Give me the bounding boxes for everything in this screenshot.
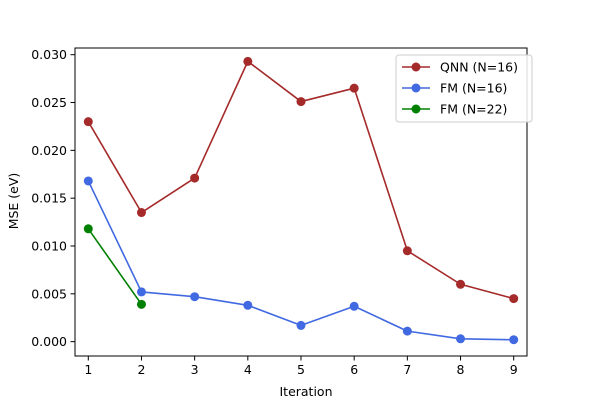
data-point-1-8 [509, 335, 519, 345]
data-point-0-5 [349, 83, 359, 93]
data-point-1-2 [190, 292, 200, 302]
legend-entry-2: FM (N=22) [402, 102, 507, 117]
data-point-0-2 [190, 173, 200, 183]
data-point-1-0 [83, 176, 93, 186]
y-tick-label-1: 0.005 [31, 286, 67, 301]
data-point-2-1 [136, 299, 146, 309]
legend-frame [395, 54, 533, 123]
data-point-0-0 [83, 117, 93, 127]
legend-swatch-marker-2 [411, 104, 421, 114]
legend-swatch-marker-0 [411, 62, 421, 72]
x-tick-label-1: 2 [137, 362, 145, 377]
data-point-1-1 [136, 287, 146, 297]
x-tick-label-5: 6 [350, 362, 358, 377]
data-point-0-7 [456, 279, 466, 289]
x-tick-label-8: 9 [510, 362, 518, 377]
data-point-0-8 [509, 294, 519, 304]
x-tick-label-2: 3 [191, 362, 199, 377]
legend: QNN (N=16) FM (N=16) FM (N=22) [395, 54, 533, 123]
data-point-1-4 [296, 320, 306, 330]
x-tick-label-0: 1 [84, 362, 92, 377]
y-tick-label-0: 0.000 [31, 334, 67, 349]
series-line-2 [87, 228, 143, 305]
x-tick-label-6: 7 [403, 362, 411, 377]
y-tick-label-5: 0.025 [31, 95, 67, 110]
legend-entry-0: QNN (N=16) [402, 60, 518, 75]
series-0 [83, 56, 519, 304]
axes: 1 2 3 4 5 6 7 8 9 0.000 0.005 0.010 0.015 0.020 0.025 0… [31, 47, 528, 377]
y-tick-label-2: 0.010 [31, 239, 67, 254]
x-axis-label: Iteration [279, 384, 332, 399]
data-point-0-4 [296, 97, 306, 107]
x-tick-label-4: 5 [297, 362, 305, 377]
data-point-2-0 [83, 224, 93, 234]
data-point-1-6 [402, 326, 412, 336]
y-axis-label: MSE (eV) [6, 173, 21, 230]
legend-label-0: QNN (N=16) [440, 60, 518, 75]
x-tick-label-3: 4 [244, 362, 252, 377]
data-point-0-1 [136, 208, 146, 218]
y-tick-label-6: 0.030 [31, 47, 67, 62]
y-tick-label-4: 0.020 [31, 143, 67, 158]
data-point-0-6 [402, 246, 412, 256]
legend-swatch-marker-1 [411, 83, 421, 93]
data-point-1-7 [456, 334, 466, 344]
legend-entry-1: FM (N=16) [402, 81, 507, 96]
x-tick-label-7: 8 [457, 362, 465, 377]
data-point-1-5 [349, 301, 359, 311]
legend-label-1: FM (N=16) [440, 81, 507, 96]
data-point-1-3 [243, 300, 253, 310]
legend-label-2: FM (N=22) [440, 102, 507, 117]
series-2 [83, 224, 146, 309]
plot-area [83, 56, 519, 345]
series-1 [83, 176, 519, 345]
data-point-0-3 [243, 56, 253, 66]
y-tick-label-3: 0.015 [31, 191, 67, 206]
